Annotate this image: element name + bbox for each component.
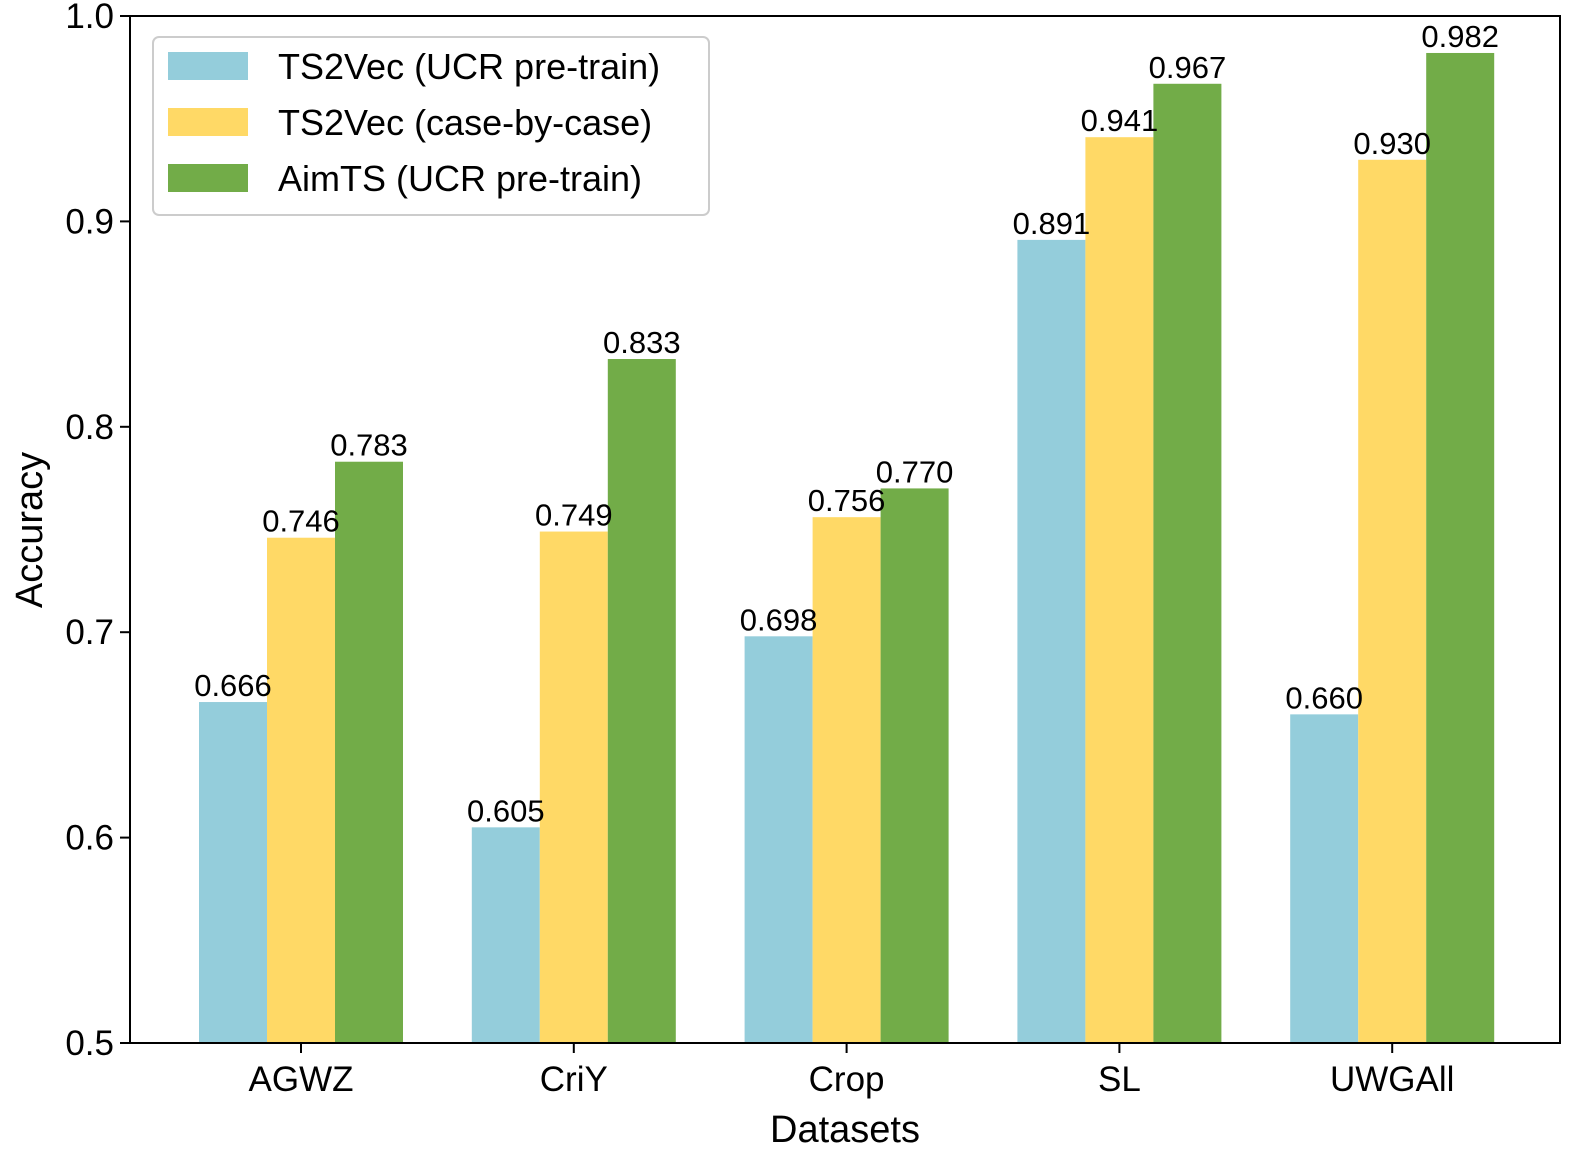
x-tick-label: UWGAll xyxy=(1330,1060,1454,1099)
bar xyxy=(1017,239,1086,1044)
bar-value-label: 0.930 xyxy=(1353,126,1431,161)
bar xyxy=(1358,159,1427,1043)
legend-swatch xyxy=(168,108,248,136)
bar xyxy=(267,537,335,1043)
y-tick-label: 1.0 xyxy=(65,0,114,36)
x-tick-label: SL xyxy=(1098,1060,1141,1099)
y-axis: 0.5 0.6 0.7 0.8 0.9 1.0 xyxy=(65,0,130,1063)
bar-value-label: 0.756 xyxy=(808,483,886,518)
legend-label: TS2Vec (UCR pre-train) xyxy=(278,46,660,87)
legend-label: TS2Vec (case-by-case) xyxy=(278,102,652,143)
bar-value-label: 0.891 xyxy=(1013,206,1091,241)
bar-value-label: 0.982 xyxy=(1421,19,1499,54)
y-tick-label: 0.7 xyxy=(65,613,114,652)
bar-value-label: 0.605 xyxy=(467,793,545,828)
bar xyxy=(812,517,881,1043)
x-tick-label: CriY xyxy=(540,1060,608,1099)
bar-value-label: 0.749 xyxy=(535,498,613,533)
data-labels-group: 0.666 0.746 0.783 0.605 0.749 0.833 0.698 0.756… xyxy=(194,19,1499,828)
bar xyxy=(539,531,608,1043)
y-tick-label: 0.5 xyxy=(65,1024,114,1063)
x-axis: AGWZ CriY Crop SL UWGAll xyxy=(249,1043,1454,1099)
bar-value-label: 0.941 xyxy=(1081,103,1159,138)
bar xyxy=(880,488,949,1043)
bar xyxy=(744,636,813,1043)
bar xyxy=(1290,714,1359,1043)
y-tick-label: 0.8 xyxy=(65,408,114,447)
bar-value-label: 0.967 xyxy=(1149,50,1227,85)
bar-value-label: 0.783 xyxy=(330,428,408,463)
bar xyxy=(1153,83,1222,1044)
y-tick-label: 0.9 xyxy=(65,202,114,241)
y-axis-title: Accuracy xyxy=(9,452,51,608)
bar-value-label: 0.660 xyxy=(1285,680,1363,715)
x-tick-label: AGWZ xyxy=(249,1060,354,1099)
bar-value-label: 0.770 xyxy=(876,454,954,489)
y-tick-label: 0.6 xyxy=(65,819,114,858)
bar xyxy=(199,702,267,1043)
legend-label: AimTS (UCR pre-train) xyxy=(278,158,642,199)
x-tick-label: Crop xyxy=(809,1060,885,1099)
legend-swatch xyxy=(168,52,248,80)
bar-value-label: 0.666 xyxy=(194,668,272,703)
plot-frame xyxy=(129,15,1561,1044)
legend: TS2Vec (UCR pre-train) TS2Vec (case-by-ca… xyxy=(152,36,710,216)
bars-group xyxy=(199,52,1495,1044)
bar xyxy=(471,827,540,1043)
bar xyxy=(1085,137,1154,1043)
bar-value-label: 0.698 xyxy=(740,602,818,637)
bar xyxy=(335,461,403,1043)
bar xyxy=(607,359,676,1043)
bar-value-label: 0.833 xyxy=(603,325,681,360)
bar-value-label: 0.746 xyxy=(262,504,340,539)
legend-frame xyxy=(152,36,710,216)
x-axis-title: Datasets xyxy=(770,1109,920,1151)
legend-swatch xyxy=(168,164,248,192)
bar xyxy=(1426,52,1495,1044)
